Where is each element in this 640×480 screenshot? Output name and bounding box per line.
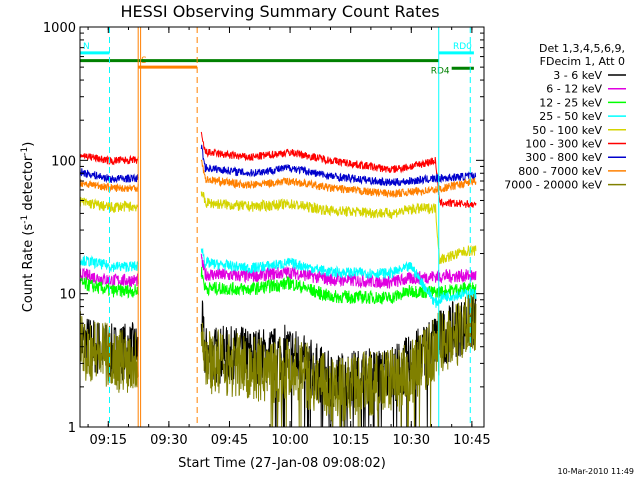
legend-label-8: 7000 - 20000 keV [504,179,602,192]
status-label-n: N [83,42,90,52]
y-axis-label: Count Rate (s-1 detector-1) [20,142,36,313]
series-line-300-800-kev [79,144,477,187]
x-tick-label-1: 09:30 [150,433,187,448]
y-tick-label-3: 1000 [43,21,76,36]
plot-area: SNRD0RD4 [79,27,477,428]
x-tick-label-3: 10:00 [271,433,308,448]
legend-label-1: 6 - 12 keV [546,83,602,96]
y-tick-label-2: 100 [51,154,76,169]
y-axis-label-sup1: -1 [20,215,30,224]
y-axis-label-mid: detector [21,155,36,215]
series-line-12-25-kev [79,266,477,305]
x-tick-label-0: 09:15 [90,433,127,448]
y-axis-label-sup2: -1 [20,147,30,156]
x-tick-label-5: 10:30 [393,433,430,448]
x-tick-label-2: 09:45 [211,433,248,448]
axes: 09:15 09:30 09:45 10:00 10:15 10:30 10:45 1 10 10… [43,21,491,448]
legend: Det 1,3,4,5,6,9, FDecim 1, Att 0 3 - 6 k… [504,42,626,192]
chart-title: HESSI Observing Summary Count Rates [120,2,439,21]
legend-label-4: 50 - 100 keV [532,124,602,137]
plot-frame [79,26,485,428]
y-axis-label-end: ) [21,142,36,147]
series-line-50-100-kev [79,191,477,265]
series-line-100-300-kev [79,131,477,209]
x-axis-label: Start Time (27-Jan-08 09:08:02) [178,456,386,471]
footer-timestamp: 10-Mar-2010 11:49 [558,467,635,476]
legend-label-3: 25 - 50 keV [539,110,602,123]
status-label-rd0: RD0 [453,42,472,52]
status-label-rd4: RD4 [431,66,450,76]
legend-label-5: 100 - 300 keV [525,138,602,151]
y-tick-label-1: 10 [59,288,76,303]
x-tick-label-6: 10:45 [453,433,490,448]
legend-label-6: 300 - 800 keV [525,151,602,164]
legend-label-0: 3 - 6 keV [553,69,602,82]
y-axis-label-main: Count Rate (s [21,224,36,313]
legend-label-7: 800 - 7000 keV [518,165,602,178]
legend-header-line-1: Det 1,3,4,5,6,9, [539,42,625,55]
x-tick-label-4: 10:15 [332,433,369,448]
legend-header-line-2: FDecim 1, Att 0 [540,55,625,68]
legend-label-2: 12 - 25 keV [539,96,602,109]
y-tick-label-0: 1 [68,421,76,436]
